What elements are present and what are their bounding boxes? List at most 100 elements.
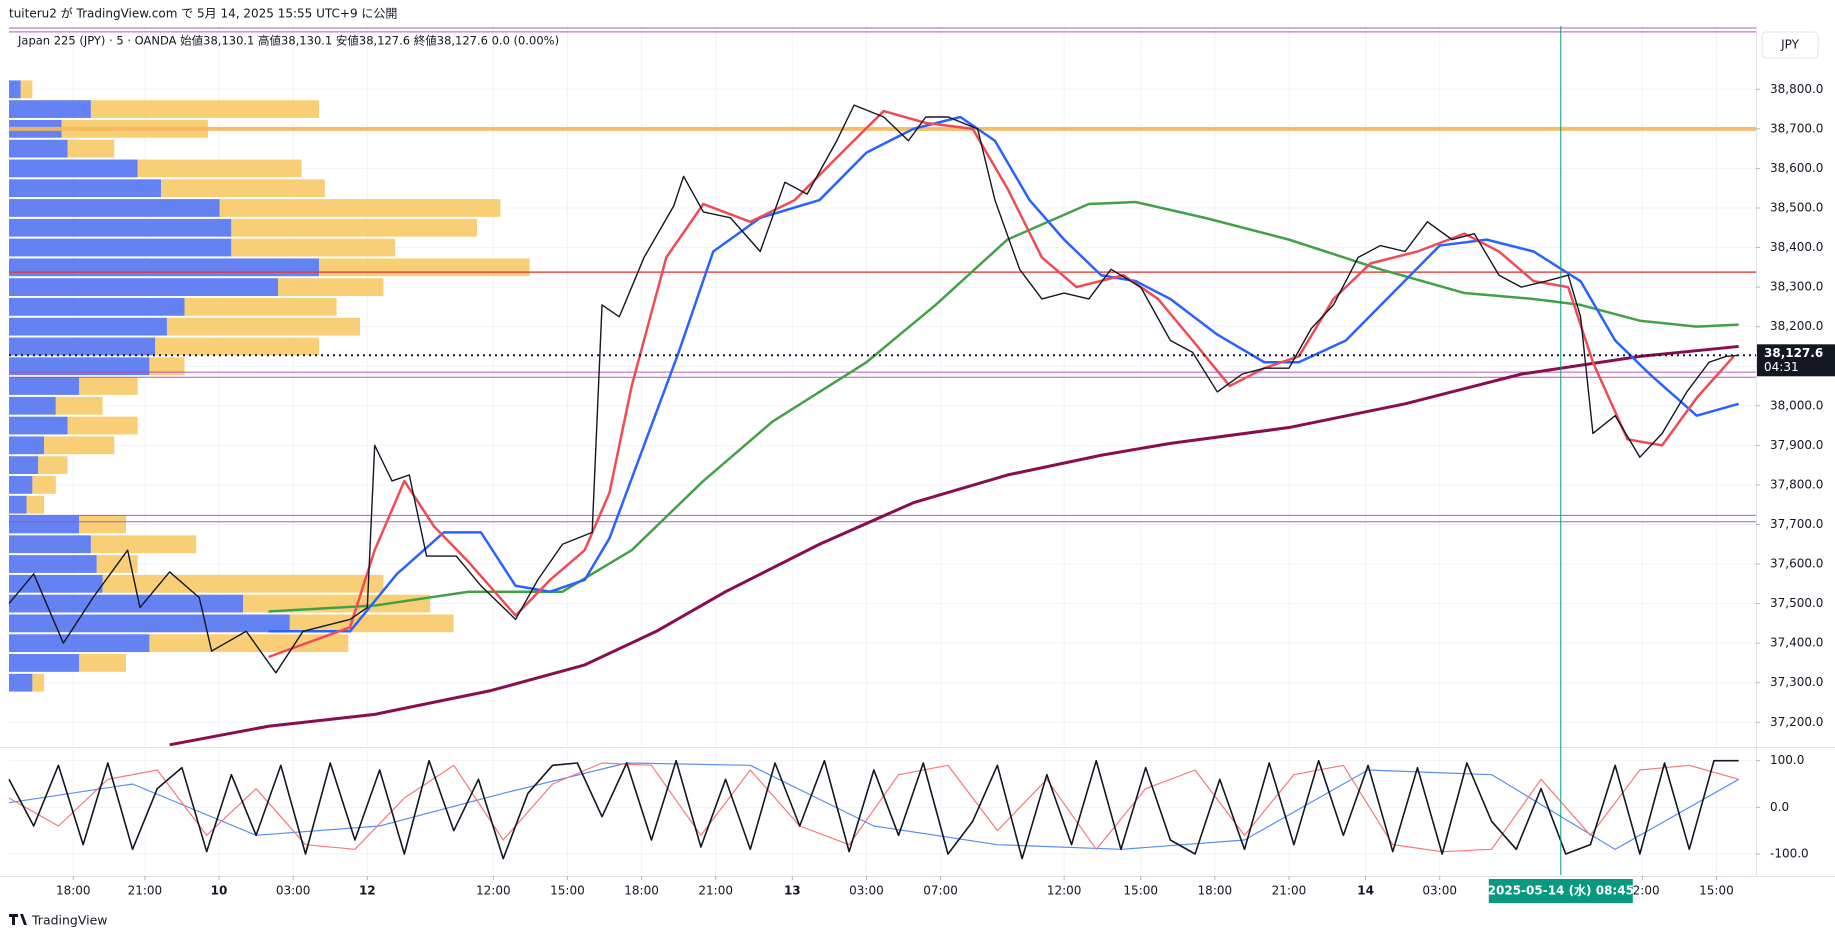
volume-profile-sell [79, 515, 126, 534]
y-tick-label: 37,600.0 [1770, 557, 1823, 571]
symbol-info: Japan 225 (JPY) · 5 · OANDA 始値38,130.1 高… [17, 34, 559, 48]
currency-box[interactable] [1761, 31, 1819, 59]
x-tick-label: 03:00 [1422, 884, 1457, 898]
sma-long [169, 344, 1739, 747]
osc-slow [8, 762, 1739, 850]
x-tick-label: 12:00 [476, 884, 511, 898]
volume-profile-sell [231, 238, 396, 257]
y-tick-label: 37,700.0 [1770, 517, 1823, 531]
volume-profile-buy [9, 179, 162, 198]
y-tick-label: 38,600.0 [1770, 161, 1823, 175]
osc-fast [8, 759, 1739, 860]
y-tick-label: 38,800.0 [1770, 82, 1823, 96]
volume-profile-buy [9, 297, 185, 316]
countdown-label: 04:31 [1764, 360, 1799, 374]
volume-profile-buy [9, 574, 103, 593]
publish-info: tuiteru2 が TradingView.com で 5月 14, 2025… [9, 6, 397, 21]
volume-profile-buy [9, 555, 97, 573]
volume-profile-sell [67, 139, 115, 158]
volume-profile-buy [9, 199, 220, 217]
volume-profile-sell [278, 278, 384, 296]
volume-profile-sell [32, 673, 45, 692]
x-tick-label: 18:00 [624, 884, 659, 898]
y-tick-label: 37,900.0 [1770, 438, 1823, 452]
x-tick-label: 21:00 [128, 884, 163, 898]
y-tick-label: 38,000.0 [1770, 398, 1823, 412]
osc-y-tick-label: 0.0 [1770, 800, 1789, 814]
volume-profile-sell [55, 396, 103, 415]
x-tick-label: 21:00 [1272, 884, 1307, 898]
volume-profile-sell [90, 100, 320, 118]
volume-profile-sell [149, 357, 185, 376]
volume-profile-sell [79, 654, 126, 672]
x-tick-label: 13 [784, 884, 801, 898]
x-tick-label: 15:00 [1123, 884, 1158, 898]
crosshair-time-box [1488, 879, 1633, 903]
volume-profile-buy [9, 515, 80, 534]
volume-profile-buy [9, 456, 39, 475]
volume-profile-buy [9, 357, 150, 376]
y-tick-label: 38,700.0 [1770, 121, 1823, 135]
x-tick-label: 15:00 [1699, 884, 1734, 898]
volume-profile-sell [184, 297, 337, 316]
volume-profile-buy [9, 673, 33, 692]
volume-profile-buy [9, 317, 167, 336]
x-tick-label: 18:00 [56, 884, 91, 898]
volume-profile-sell [67, 416, 138, 435]
volume-profile-buy [9, 377, 80, 395]
x-tick-label: 14 [1357, 884, 1374, 898]
y-tick-label: 38,400.0 [1770, 240, 1823, 254]
volume-profile-buy [9, 476, 33, 494]
x-tick-label: 18:00 [1198, 884, 1233, 898]
ema-slow [268, 115, 1740, 633]
volume-profile-buy [9, 278, 279, 296]
volume-profile-buy [9, 159, 138, 178]
volume-profile-buy [9, 634, 150, 653]
volume-profile-sell [161, 179, 325, 198]
osc-y-tick-label: 100.0 [1770, 753, 1804, 767]
volume-profile-buy [9, 238, 232, 257]
volume-profile-sell [231, 218, 477, 237]
logo-icon [9, 914, 27, 925]
volume-profile-sell [155, 337, 320, 356]
x-tick-label: 12:00 [1047, 884, 1082, 898]
x-tick-label: 03:00 [849, 884, 884, 898]
ema-fast [268, 109, 1735, 659]
y-tick-label: 38,500.0 [1770, 200, 1823, 214]
x-tick-label: 03:00 [276, 884, 311, 898]
volume-profile-sell [90, 535, 197, 554]
currency-label[interactable]: JPY [1780, 38, 1800, 52]
volume-profile-buy [9, 100, 91, 118]
y-tick-label: 37,500.0 [1770, 596, 1823, 610]
volume-profile-buy [9, 80, 21, 99]
volume-profile-sell [26, 495, 45, 514]
osc-signal [8, 762, 1739, 853]
volume-profile-buy [9, 436, 45, 455]
volume-profile-buy [9, 139, 68, 158]
volume-profile-buy [9, 337, 156, 356]
y-tick-label: 38,200.0 [1770, 319, 1823, 333]
volume-profile-sell [319, 258, 530, 277]
volume-profile-sell [79, 377, 138, 395]
osc-y-tick-label: -100.0 [1770, 847, 1809, 861]
volume-profile-sell [38, 456, 68, 475]
volume-profile-sell [44, 436, 115, 455]
volume-profile-buy [9, 594, 243, 613]
volume-profile-buy [9, 654, 80, 672]
y-tick-label: 37,300.0 [1770, 675, 1823, 689]
volume-profile-buy [9, 495, 27, 514]
volume-profile-sell [137, 159, 302, 178]
footer-logo: TradingView [9, 913, 108, 928]
crosshair-time-label: 2025-05-14 (水) 08:45 [1488, 883, 1634, 898]
volume-profile-buy [9, 535, 91, 554]
volume-profile-buy [9, 396, 56, 415]
volume-profile-sell [219, 199, 501, 217]
volume-profile-sell [149, 634, 349, 653]
y-tick-label: 37,200.0 [1770, 715, 1823, 729]
volume-profile-sell [32, 476, 56, 494]
volume-profile-sell [289, 614, 454, 633]
last-price-box [1757, 344, 1835, 377]
last-price-label: 38,127.6 [1764, 346, 1823, 360]
